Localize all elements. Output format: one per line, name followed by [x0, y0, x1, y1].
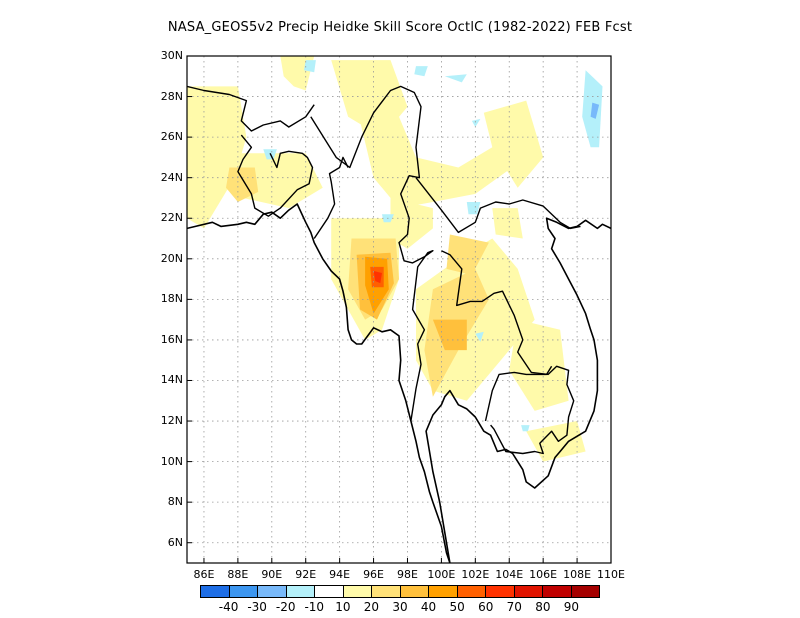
skill-patch [304, 60, 316, 73]
colorbar [200, 585, 600, 598]
skill-patch [483, 100, 544, 188]
colorbar-swatch [543, 585, 572, 598]
lon-tick-label: 106E [529, 568, 558, 581]
skill-patch [414, 66, 428, 77]
map-frame [186, 55, 612, 564]
colorbar-swatch [457, 585, 486, 598]
lat-tick-label: 28N [160, 89, 183, 103]
colorbar-label: 50 [449, 600, 465, 614]
axis-ticks [187, 55, 612, 563]
coastline [187, 203, 611, 563]
colorbar-swatch [200, 585, 230, 598]
skill-patch [390, 198, 433, 249]
country-border [187, 85, 315, 132]
colorbar-label: 60 [478, 600, 494, 614]
country-border [415, 177, 581, 234]
lat-tick-label: 16N [160, 332, 183, 346]
colorbar-swatch [286, 585, 315, 598]
lon-tick-label: 96E [363, 568, 385, 581]
lat-tick-label: 26N [160, 130, 183, 144]
skill-patch [466, 202, 481, 215]
colorbar-label: 40 [420, 600, 437, 614]
lon-tick-label: 94E [329, 568, 351, 581]
colorbar-label: -40 [218, 600, 239, 614]
lat-tick-label: 12N [160, 414, 183, 428]
skill-patch [590, 102, 600, 119]
skill-score-fields [187, 56, 603, 462]
lat-tick-label: 8N [167, 495, 183, 509]
colorbar-label: 70 [506, 600, 522, 614]
skill-patch [444, 74, 467, 83]
lat-tick-label: 24N [160, 170, 183, 184]
lon-tick-label: 92E [295, 568, 317, 581]
colorbar-swatch [229, 585, 258, 598]
colorbar-label: 10 [335, 600, 351, 614]
lat-tick-label: 22N [160, 211, 183, 225]
colorbar-swatch [514, 585, 543, 598]
country-border [484, 365, 553, 422]
skill-patch [373, 271, 382, 284]
lat-tick-label: 14N [160, 373, 183, 387]
lon-tick-label: 86E [193, 568, 215, 581]
colorbar-swatch [315, 585, 344, 598]
skill-patch [356, 106, 518, 209]
colorbar-swatch [486, 585, 515, 598]
lon-tick-label: 88E [227, 568, 249, 581]
lon-tick-label: 98E [396, 568, 418, 581]
lat-lon-grid [187, 56, 611, 563]
colorbar-label: 20 [363, 600, 380, 614]
colorbar-swatch [258, 585, 287, 598]
colorbar-label: 90 [563, 600, 580, 614]
country-border [237, 134, 314, 217]
country-border [310, 85, 434, 422]
skill-patch [187, 86, 247, 229]
colorbar-swatch [429, 585, 458, 598]
lon-tick-label: 108E [563, 568, 592, 581]
country-borders [187, 85, 581, 455]
lat-tick-label: 6N [167, 535, 183, 549]
skill-patch [446, 234, 489, 275]
lon-tick-label: 110E [597, 568, 625, 581]
skill-patch [475, 331, 484, 342]
colorbar-label: -30 [247, 600, 267, 614]
colorbar-label: 30 [392, 600, 408, 614]
colorbar-swatch [400, 585, 429, 598]
lon-tick-label: 100E [427, 568, 456, 581]
lat-tick-label: 10N [160, 454, 183, 468]
lat-tick-label: 18N [160, 292, 183, 306]
skill-patch [492, 208, 523, 239]
lon-tick-label: 102E [461, 568, 490, 581]
colorbar-swatch [372, 585, 401, 598]
coastlines [187, 203, 611, 563]
skill-patch [521, 425, 530, 432]
skill-patch [234, 153, 323, 209]
skill-patch [471, 118, 481, 127]
skill-patch [526, 421, 586, 462]
lon-tick-label: 104E [495, 568, 524, 581]
country-border [441, 250, 575, 455]
skill-patch [226, 167, 259, 202]
colorbar-label: -10 [304, 600, 325, 614]
lat-tick-label: 30N [160, 49, 183, 62]
colorbar-label: 80 [535, 600, 551, 614]
lat-tick-label: 20N [160, 251, 183, 265]
lon-tick-label: 90E [261, 568, 283, 581]
colorbar-label: -20 [275, 600, 296, 614]
country-border [313, 156, 349, 239]
skill-patch [509, 319, 569, 411]
colorbar-swatch [571, 585, 600, 598]
map-title: NASA_GEOS5v2 Precip Heidke Skill Score O… [167, 20, 633, 35]
colorbar-swatch [343, 585, 372, 598]
